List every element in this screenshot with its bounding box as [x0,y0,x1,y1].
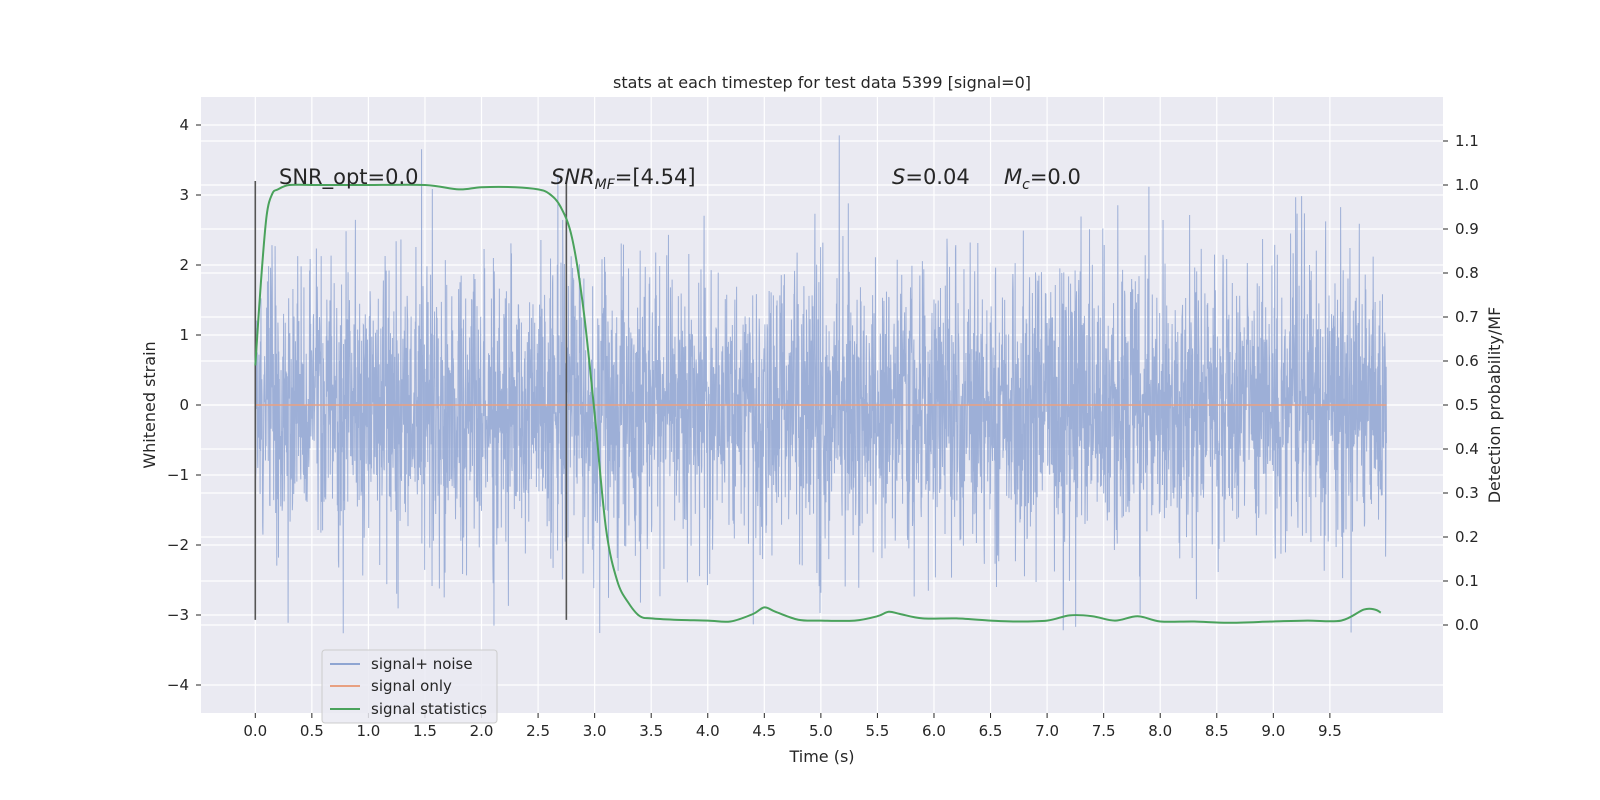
y2-axis-label: Detection probability/MF [1485,307,1504,504]
series-signal-noise [254,135,1387,634]
annotation-s-main: S [892,165,905,189]
y-tick-label: 3 [179,186,189,204]
y-tick-label: 1 [179,326,189,344]
legend: signal+ noise signal only signal statist… [321,649,498,724]
y2-tick-label: 0.1 [1455,572,1479,590]
x-tick-label: 3.5 [639,722,663,740]
legend-label-signal-only: signal only [371,677,452,695]
x-tick-label: 8.5 [1205,722,1229,740]
x-tick-label: 4.0 [696,722,720,740]
x-tick-label: 2.5 [526,722,550,740]
signal-statistics-line [254,183,1382,624]
y2-tick-label: 0.3 [1455,484,1479,502]
x-axis: 0.0 0.5 1.0 1.5 2.0 2.5 3.0 3.5 4.0 4.5 5.0 5.5 6.0 6… [243,713,1342,740]
y-tick-label: −3 [167,606,189,624]
annotation-mc: Mc=0.0 [1004,165,1081,193]
x-tick-label: 6.5 [979,722,1003,740]
y2-tick-label: 0.7 [1455,308,1479,326]
annotation-snr-mf-value: =[4.54] [615,165,696,189]
legend-label-signal-statistics: signal statistics [371,700,487,718]
y-tick-label: −4 [167,676,189,694]
x-tick-label: 7.5 [1092,722,1116,740]
y-tick-label: −2 [167,536,189,554]
y2-axis: 1.1 1.0 0.9 0.8 0.7 0.6 0.5 0.4 0.3 0.2 0.1 0.0 [1443,132,1479,634]
annotation-mc-sub: c [1022,177,1030,193]
x-tick-label: 1.5 [413,722,437,740]
annotation-snr-mf: SNRMF=[4.54] [551,165,696,193]
annotation-s-value: =0.04 [905,165,969,189]
x-tick-label: 6.0 [922,722,946,740]
vertical-markers [254,181,568,620]
x-tick-label: 8.0 [1148,722,1172,740]
y2-tick-label: 0.2 [1455,528,1479,546]
x-tick-label: 3.0 [583,722,607,740]
x-tick-label: 0.5 [300,722,324,740]
annotation-s: S=0.04 [892,165,970,189]
y-tick-label: −1 [167,466,189,484]
annotation-snr-opt: SNR_opt=0.0 [279,165,419,190]
annotation-snr-mf-main: SNR [551,165,595,189]
x-tick-label: 4.5 [752,722,776,740]
annotation-snr-mf-sub: MF [595,177,616,193]
y2-tick-label: 0.6 [1455,352,1479,370]
annotation-mc-value: =0.0 [1030,165,1081,189]
y2-tick-label: 0.8 [1455,264,1479,282]
y2-tick-label: 0.0 [1455,616,1479,634]
x-tick-label: 5.0 [809,722,833,740]
x-tick-label: 9.0 [1261,722,1285,740]
y2-tick-label: 1.0 [1455,176,1479,194]
y2-tick-label: 1.1 [1455,132,1479,150]
y-tick-label: 0 [179,396,189,414]
x-tick-label: 0.0 [243,722,267,740]
y2-tick-label: 0.4 [1455,440,1479,458]
y-axis: 4 3 2 1 0 −1 −2 −3 −4 [167,116,201,694]
x-axis-label: Time (s) [788,747,854,766]
x-tick-label: 7.0 [1035,722,1059,740]
x-tick-label: 9.5 [1318,722,1342,740]
x-tick-label: 5.5 [865,722,889,740]
x-tick-label: 2.0 [470,722,494,740]
x-tick-label: 1.0 [356,722,380,740]
signal-noise-line [254,135,1387,634]
y-axis-label: Whitened strain [140,341,159,468]
series-signal-statistics [254,183,1382,624]
chart-title: stats at each timestep for test data 539… [613,73,1031,92]
legend-box [321,649,498,724]
annotation-mc-main: M [1004,165,1022,189]
y-tick-label: 2 [179,256,189,274]
legend-label-signal-noise: signal+ noise [371,655,473,673]
y2-tick-label: 0.9 [1455,220,1479,238]
y2-tick-label: 0.5 [1455,396,1479,414]
y-tick-label: 4 [179,116,189,134]
